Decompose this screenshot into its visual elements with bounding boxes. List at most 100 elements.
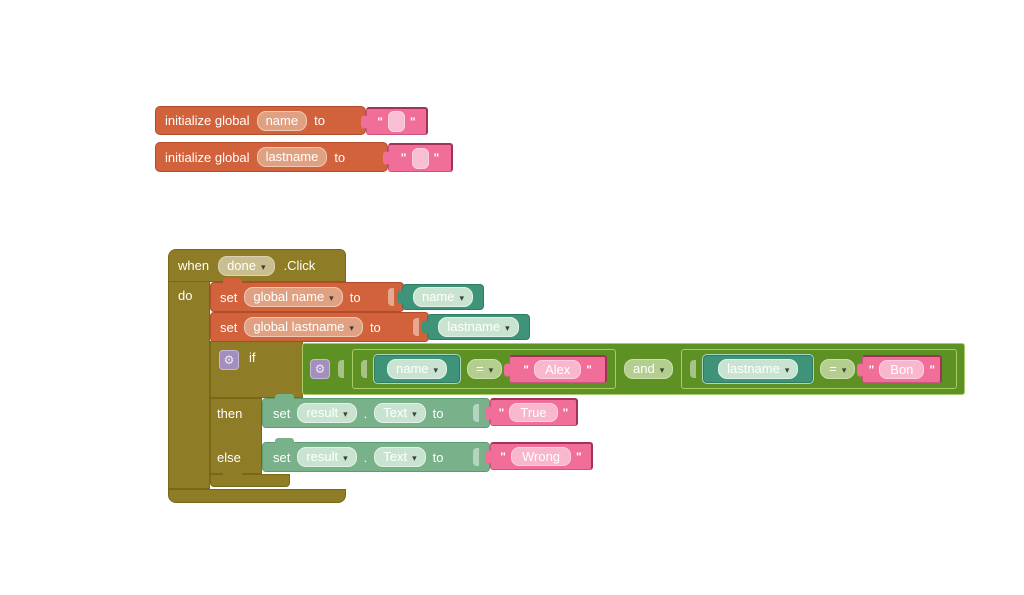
dot-label: . [363, 449, 368, 465]
puzzle-tab-icon [504, 363, 512, 376]
text-field[interactable]: Bon [879, 360, 925, 379]
to-label: to [432, 405, 444, 421]
text-string-block[interactable]: " Wrong " [485, 442, 593, 470]
equals-dropdown[interactable]: = [467, 359, 503, 379]
set-result-text-block[interactable]: set result . Text to [262, 438, 490, 472]
getter-dropdown-value: name [421, 289, 455, 304]
set-label: set [220, 289, 238, 305]
set-label: set [273, 449, 291, 465]
if-block-left-wall[interactable]: then else [210, 398, 262, 474]
empty-text-field[interactable] [388, 111, 405, 132]
text-string-block[interactable]: " Bon " [857, 355, 943, 383]
puzzle-tab-icon [485, 406, 492, 419]
variable-dropdown[interactable]: global lastname [244, 317, 363, 337]
do-label: do [178, 288, 193, 303]
getter-dropdown-value: lastname [727, 361, 780, 376]
property-dropdown[interactable]: Text [374, 403, 426, 423]
text-string-block[interactable]: " Alex " [504, 355, 607, 383]
empty-text-field[interactable] [411, 147, 429, 169]
equals-dropdown-value: = [476, 361, 484, 376]
statement-notch [223, 278, 242, 285]
equals-dropdown[interactable]: = [820, 359, 856, 379]
component-dropdown[interactable]: result [297, 403, 357, 423]
puzzle-tab-icon [422, 320, 429, 334]
close-quote: " [562, 405, 569, 420]
dropdown-arrow-icon [412, 449, 417, 465]
operand-socket [690, 360, 697, 378]
dropdown-arrow-icon [261, 258, 266, 274]
getter-lastname-block[interactable]: lastname [422, 314, 530, 340]
text-field[interactable]: Alex [533, 360, 582, 379]
text-string-block[interactable]: " " [361, 107, 428, 135]
getter-name-block[interactable]: name [397, 284, 484, 310]
dropdown-arrow-icon [343, 449, 348, 465]
puzzle-tab-icon [383, 151, 390, 165]
text-string-block[interactable]: " True " [485, 398, 578, 426]
set-global-name-block[interactable]: set global name to [210, 278, 404, 312]
component-dropdown[interactable]: result [297, 447, 357, 467]
property-dropdown-value: Text [383, 405, 408, 420]
comparison-block[interactable]: lastname = " Bon " [681, 349, 957, 389]
open-quote: " [377, 114, 383, 129]
close-quote: " [410, 114, 416, 129]
getter-dropdown-value: name [396, 361, 429, 376]
text-string-block[interactable]: " " [383, 143, 453, 172]
to-label: to [369, 319, 381, 335]
value-socket [388, 288, 394, 306]
puzzle-tab-icon [361, 115, 368, 128]
dropdown-arrow-icon [460, 289, 465, 305]
event-label: .Click [283, 258, 316, 273]
when-done-click-block[interactable]: when done .Click [168, 249, 346, 282]
to-label: to [432, 449, 444, 465]
when-block-left-wall[interactable]: do [168, 281, 210, 489]
mutator-gear-icon[interactable] [219, 350, 239, 370]
if-block-bottom[interactable] [210, 470, 290, 487]
and-block[interactable]: name = " Alex " and lastnam [302, 343, 965, 395]
initialize-global-name-block[interactable]: initialize global name to [155, 106, 366, 135]
if-else-block[interactable]: if [210, 341, 303, 398]
dropdown-arrow-icon [785, 361, 790, 377]
getter-lastname-block[interactable]: lastname [703, 355, 814, 383]
and-dropdown[interactable]: and [624, 359, 674, 379]
to-label: to [334, 149, 346, 165]
property-dropdown-value: Text [383, 449, 408, 464]
dropdown-arrow-icon [349, 319, 354, 335]
variable-dropdown-value: global name [253, 289, 325, 304]
getter-dropdown[interactable]: lastname [718, 359, 799, 379]
property-dropdown[interactable]: Text [374, 447, 426, 467]
when-label: when [178, 258, 210, 273]
text-field[interactable]: Wrong [510, 447, 572, 466]
getter-dropdown[interactable]: name [412, 287, 474, 307]
variable-name-field[interactable]: name [256, 110, 308, 131]
getter-dropdown[interactable]: name [387, 359, 448, 379]
operand-socket [338, 360, 344, 378]
component-dropdown[interactable]: done [218, 255, 275, 276]
value-socket [413, 318, 419, 336]
getter-name-block[interactable]: name [374, 355, 461, 383]
comparison-block[interactable]: name = " Alex " [352, 349, 616, 389]
initialize-global-label: initialize global [165, 149, 250, 165]
open-quote: " [400, 151, 407, 165]
mutator-gear-icon[interactable] [310, 359, 330, 379]
initialize-global-lastname-block[interactable]: initialize global lastname to [155, 142, 388, 172]
set-label: set [220, 319, 238, 335]
when-block-bottom[interactable] [168, 489, 346, 503]
dropdown-arrow-icon [842, 361, 847, 377]
puzzle-tab-icon [857, 363, 865, 376]
set-result-text-block[interactable]: set result . Text to [262, 394, 490, 428]
to-label: to [314, 113, 325, 128]
variable-dropdown[interactable]: global name [244, 287, 343, 307]
getter-dropdown[interactable]: lastname [438, 317, 519, 337]
set-global-lastname-block[interactable]: set global lastname to [210, 312, 429, 342]
if-label: if [249, 350, 256, 365]
text-field[interactable]: True [509, 403, 558, 422]
value-socket [473, 448, 479, 466]
variable-name-field[interactable]: lastname [256, 147, 328, 167]
dropdown-arrow-icon [412, 405, 417, 421]
getter-dropdown-value: lastname [447, 319, 501, 334]
dropdown-arrow-icon [660, 361, 665, 377]
dot-label: . [363, 405, 368, 421]
to-label: to [349, 289, 361, 305]
variable-dropdown-value: global lastname [253, 319, 345, 334]
